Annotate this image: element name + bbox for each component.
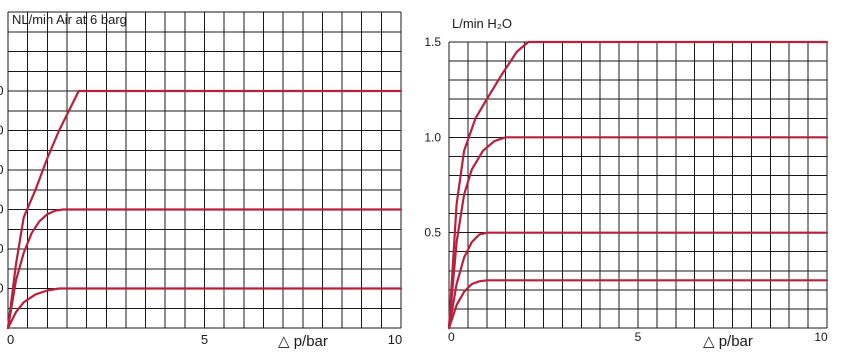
air-chart-title: NL/min Air at 6 barg (12, 12, 127, 27)
air-series-2-line (6, 208, 403, 330)
air-x-tick-label: 5 (201, 332, 208, 347)
water-flow-chart: L/min H₂O 0 5 10 0.5 1.0 1.5 △ p/bar (424, 16, 829, 350)
air-y-tick-label: 0 (0, 241, 4, 256)
water-x-tick-label: 10 (814, 330, 828, 344)
air-grid (7, 11, 402, 329)
water-series-4-line (447, 40, 829, 330)
air-x-tick-label: 10 (388, 332, 402, 347)
air-y-tick-label: 0 (0, 281, 4, 296)
water-series-2-line (447, 231, 829, 330)
air-x-tick-label: 0 (7, 332, 14, 347)
water-chart-title: L/min H₂O (452, 16, 512, 31)
air-y-tick-label: 0 (0, 83, 4, 98)
water-y-tick-label: 1.0 (424, 130, 441, 144)
water-x-tick-label: 5 (635, 330, 642, 344)
air-series-1-line (6, 287, 403, 330)
air-x-axis-label: △ p/bar (278, 333, 328, 350)
air-series-3-line (6, 89, 403, 330)
water-grid (448, 41, 828, 329)
air-y-tick-label: 0 (0, 202, 4, 217)
air-y-tick-label: 0 (0, 162, 4, 177)
water-series-1-line (447, 279, 829, 330)
water-y-tick-label: 1.5 (424, 35, 441, 49)
water-series-3-line (447, 136, 829, 330)
water-x-axis-label: △ p/bar (703, 333, 753, 350)
air-flow-chart: NL/min Air at 6 barg 0 5 10 0 0 0 0 0 0 △ p/bar (0, 11, 403, 350)
air-y-tick-label: 0 (0, 123, 4, 138)
water-x-tick-label: 0 (448, 330, 455, 344)
water-y-tick-label: 0.5 (424, 226, 441, 240)
